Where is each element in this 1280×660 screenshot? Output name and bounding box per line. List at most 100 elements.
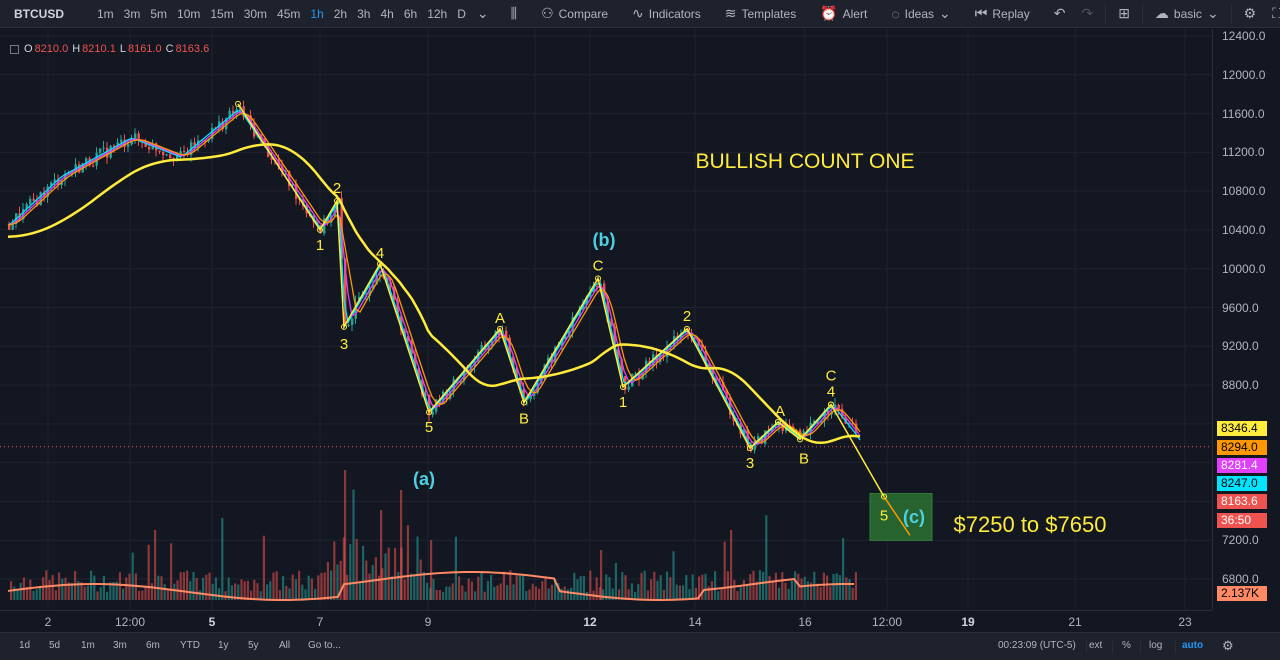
range-1d[interactable]: 1d	[19, 640, 31, 651]
volume-bar	[154, 529, 157, 600]
volume-bar	[787, 588, 790, 600]
wave-point[interactable]	[881, 493, 887, 500]
wave-point[interactable]	[595, 275, 601, 282]
volume-bar	[93, 575, 96, 600]
candle-body	[715, 378, 718, 382]
wave-point[interactable]	[747, 445, 753, 452]
extended-hours-toggle[interactable]: ext	[1089, 640, 1103, 651]
target-range-annotation: $7250 to $7650	[954, 512, 1107, 537]
interval-5m[interactable]: 5m	[150, 6, 168, 21]
range-5d[interactable]: 5d	[49, 640, 61, 651]
interval-3h[interactable]: 3h	[357, 6, 371, 21]
layout-save-button[interactable]: ☁ basic ⌄	[1147, 5, 1227, 22]
wave-point[interactable]	[377, 260, 383, 267]
volume-bar	[224, 591, 227, 600]
ideas-button[interactable]: ◌ Ideas ⌄	[883, 5, 958, 22]
wave-point[interactable]	[497, 325, 503, 332]
fullscreen-button[interactable]: ⛶	[1264, 5, 1280, 22]
interval-15m[interactable]: 15m	[210, 6, 234, 21]
wave-point[interactable]	[775, 418, 781, 425]
interval-30m[interactable]: 30m	[243, 6, 268, 21]
candle-body	[694, 337, 697, 339]
interval-45m[interactable]: 45m	[277, 6, 301, 21]
volume-bar	[515, 574, 518, 600]
wave-point[interactable]	[235, 100, 241, 107]
volume-bar	[35, 589, 38, 600]
templates-button[interactable]: ≋ Templates	[717, 5, 804, 22]
interval-2h[interactable]: 2h	[333, 6, 348, 21]
volume-bar	[666, 571, 669, 600]
range-1y[interactable]: 1y	[218, 640, 229, 651]
volume-bar	[326, 562, 329, 600]
volume-bar	[352, 489, 355, 600]
wave-point[interactable]	[317, 226, 323, 233]
volume-bar	[74, 570, 77, 600]
candle-body	[372, 284, 375, 290]
volume-bar	[547, 588, 550, 600]
gear-icon[interactable]: ⚙	[1222, 638, 1234, 653]
volume-bar	[832, 573, 835, 600]
interval-3m[interactable]: 3m	[123, 6, 141, 21]
percent-scale-toggle[interactable]: %	[1122, 640, 1131, 651]
range-5y[interactable]: 5y	[248, 640, 259, 651]
interval-D[interactable]: D	[457, 6, 466, 21]
chart-pane[interactable]: 1 2 3 4 5 A B C 1 2 3 A B C 4 5 BULLISH COUNT ONE $7250 t…	[0, 29, 1212, 610]
interval-10m[interactable]: 10m	[177, 6, 201, 21]
wave-point[interactable]	[620, 384, 626, 391]
candle-body	[193, 142, 196, 149]
compare-button[interactable]: ⚇ Compare	[533, 5, 616, 22]
volume-bar	[410, 573, 413, 600]
range-1m[interactable]: 1m	[81, 640, 95, 651]
volume-bar	[669, 577, 672, 600]
wave-label: 5	[425, 419, 433, 436]
interval-12h[interactable]: 12h	[427, 6, 448, 21]
log-scale-toggle[interactable]: log	[1149, 640, 1163, 651]
settings-button[interactable]: ⚙	[1236, 5, 1265, 22]
volume-bar	[720, 588, 723, 600]
undo-button[interactable]: ↶	[1046, 5, 1074, 22]
redo-button[interactable]: ↷	[1073, 5, 1101, 22]
replay-button[interactable]: ⏮ Replay	[967, 5, 1038, 22]
wave-point[interactable]	[334, 197, 340, 204]
interval-4h[interactable]: 4h	[380, 6, 394, 21]
range-6m[interactable]: 6m	[146, 640, 160, 651]
wave-point[interactable]	[426, 409, 432, 416]
range-ytd[interactable]: YTD	[180, 640, 200, 651]
wave-label: 2	[683, 308, 691, 325]
volume-bar	[522, 575, 525, 600]
wave-point[interactable]	[521, 399, 527, 406]
wave-point[interactable]	[341, 323, 347, 330]
volume-bar	[598, 587, 601, 600]
range-all[interactable]: All	[279, 640, 291, 651]
goto-date-button[interactable]: Go to...	[308, 640, 341, 651]
range-3m[interactable]: 3m	[113, 640, 127, 651]
interval-1m[interactable]: 1m	[97, 6, 114, 21]
symbol-search[interactable]: BTCUSD	[14, 6, 64, 21]
interval-6h[interactable]: 6h	[403, 6, 418, 21]
volume-bar	[707, 586, 710, 600]
wave-point[interactable]	[828, 401, 834, 408]
indicators-button[interactable]: ∿ Indicators	[624, 5, 709, 22]
target-zone-box[interactable]	[869, 493, 933, 541]
wave-point[interactable]	[684, 325, 690, 332]
interval-1h[interactable]: 1h	[310, 6, 324, 21]
candle-body	[522, 389, 525, 401]
volume-bar	[32, 590, 35, 600]
chevron-down-icon[interactable]: ⌄	[476, 5, 489, 21]
auto-scale-toggle[interactable]: auto	[1182, 640, 1204, 651]
volume-bar	[144, 585, 147, 600]
time-axis[interactable]: 2 12:00 5 7 9 12 14 16 12:00 19 21 23	[0, 610, 1212, 632]
volume-bar	[774, 572, 777, 600]
elliott-wave-line[interactable]	[237, 103, 885, 497]
layout-grid-button[interactable]: ⊞	[1110, 5, 1138, 22]
alert-button[interactable]: ⏰ Alert	[812, 5, 875, 22]
candle-body	[725, 389, 728, 398]
wave-point[interactable]	[797, 436, 803, 443]
volume-bar	[694, 587, 697, 600]
volume-bar	[662, 589, 665, 600]
candle-body	[620, 359, 623, 377]
volume-bar	[739, 586, 742, 600]
chart-type-button[interactable]: ⫼	[503, 5, 525, 22]
volume-bar	[781, 572, 784, 600]
